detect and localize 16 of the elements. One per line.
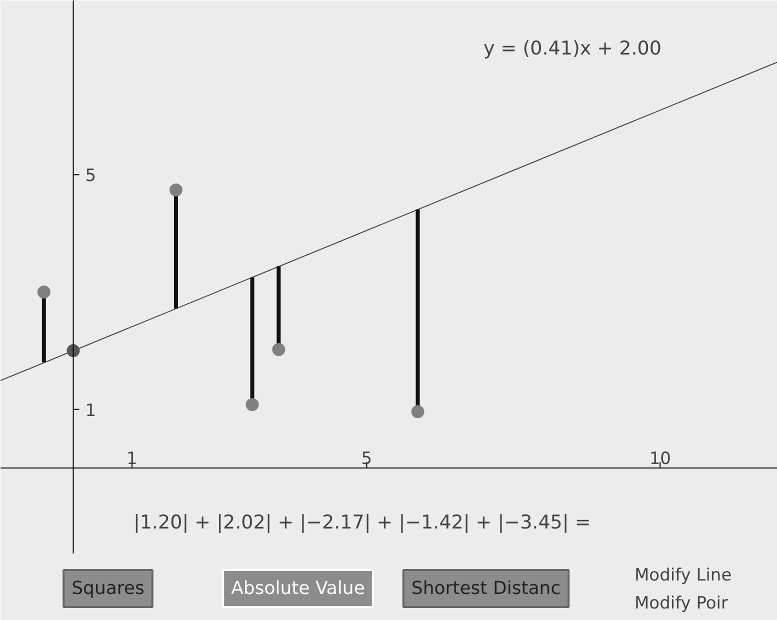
x-tick-label: 10 — [649, 448, 671, 469]
annotation: Absolute Value — [231, 578, 365, 599]
point — [37, 286, 50, 299]
annotation: y = (0.41)x + 2.00 — [484, 38, 662, 60]
annotation: Modify Poir — [634, 594, 728, 614]
point — [66, 344, 80, 358]
annotation: Shortest Distanc — [411, 578, 561, 599]
x-tick-label: 1 — [126, 448, 138, 469]
point — [169, 183, 182, 196]
annotation: |1.20| + |2.02| + |−2.17| + |−1.42| + |−3.45| = — [134, 512, 591, 534]
point — [272, 343, 286, 356]
point — [411, 405, 424, 418]
point — [246, 398, 259, 412]
x-tick-label: 5 — [361, 448, 372, 469]
annotation: Modify Line — [634, 566, 732, 586]
annotation: Squares — [72, 578, 144, 599]
